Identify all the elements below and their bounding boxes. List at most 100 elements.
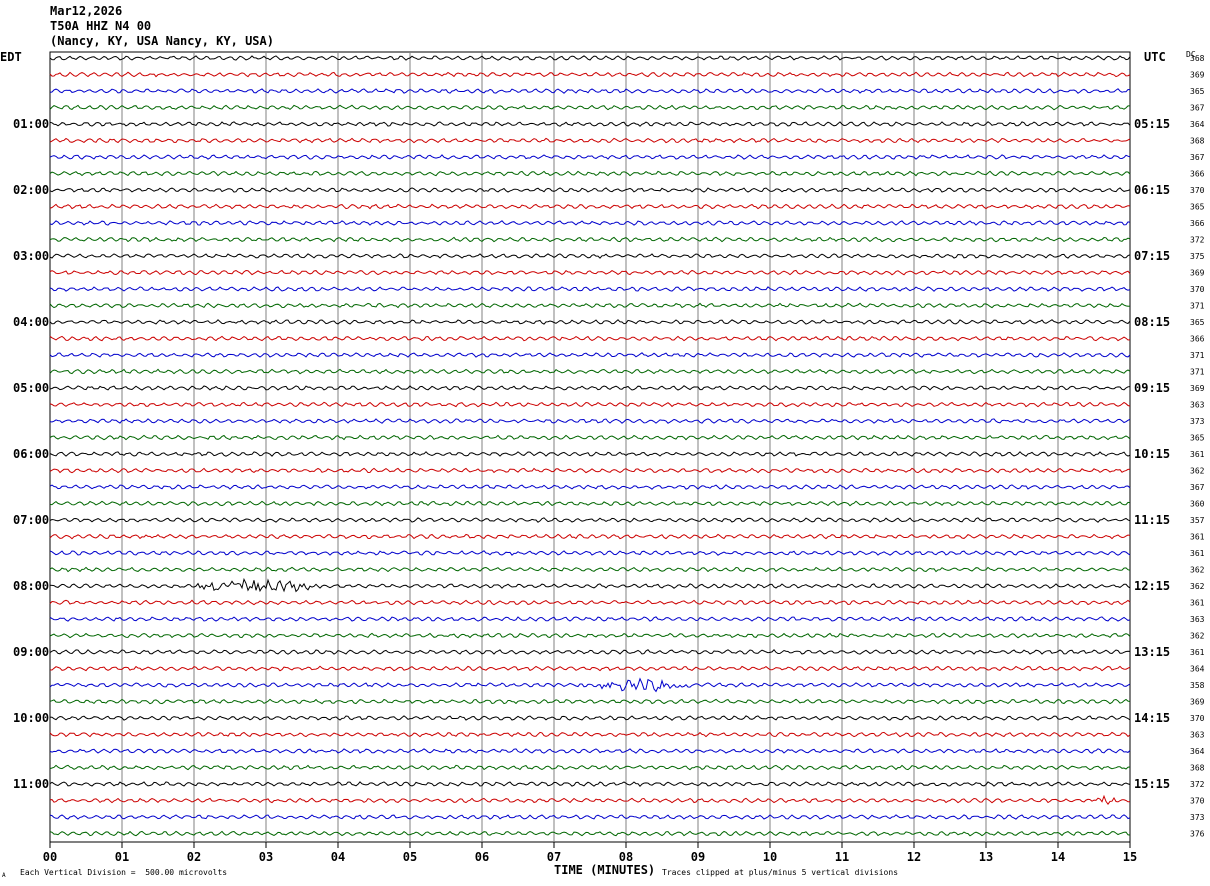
right-hour-label: 05:15: [1134, 117, 1170, 131]
seismic-trace: [49, 253, 1131, 259]
dc-offset-label: 366: [1190, 170, 1205, 179]
seismic-trace: [49, 566, 1131, 573]
header-date: Mar12,2026: [50, 4, 123, 18]
left-hour-label: 01:00: [13, 117, 49, 131]
scale-note: Each Vertical Division = 500.00 microvol…: [20, 868, 228, 877]
plot-frame: [49, 51, 1131, 843]
dc-offset-label: 361: [1190, 549, 1205, 558]
seismic-trace: [49, 55, 1131, 61]
seismic-trace: [49, 88, 1131, 94]
x-tick-label: 09: [691, 850, 705, 864]
dc-offset-label: 369: [1190, 269, 1205, 278]
right-hour-label: 10:15: [1134, 447, 1170, 461]
dc-offset-label: 363: [1190, 401, 1205, 410]
dc-offset-label: 372: [1190, 236, 1205, 245]
dc-offset-label: 362: [1190, 632, 1205, 641]
seismic-trace: [49, 533, 1131, 540]
dc-offset-label: 364: [1190, 747, 1205, 756]
seismic-trace: [49, 302, 1131, 309]
x-tick-label: 08: [619, 850, 633, 864]
x-tick-label: 02: [187, 850, 201, 864]
seismic-trace: [49, 830, 1131, 837]
dc-offset-label: 373: [1190, 417, 1205, 426]
seismic-trace: [49, 748, 1131, 754]
x-tick-label: 15: [1123, 850, 1137, 864]
header-station: T50A HHZ N4 00: [50, 19, 152, 33]
left-timezone-label: EDT: [0, 50, 22, 64]
seismic-trace: [49, 319, 1131, 325]
dc-offset-label: 358: [1190, 681, 1205, 690]
seismic-trace: [49, 731, 1131, 738]
seismic-trace: [49, 269, 1131, 276]
plot-header: Mar12,2026 T50A HHZ N4 00 (Nancy, KY, US…: [50, 4, 274, 49]
x-tick-label: 13: [979, 850, 993, 864]
left-hour-label: 08:00: [13, 579, 49, 593]
seismic-trace: [49, 187, 1131, 193]
dc-offset-label: 375: [1190, 252, 1205, 261]
x-tick-label: 06: [475, 850, 489, 864]
seismic-trace: [49, 781, 1131, 787]
dc-offset-label: 373: [1190, 813, 1205, 822]
dc-offset-label: 368: [1190, 764, 1205, 773]
dc-offset-label: 365: [1190, 87, 1205, 96]
left-hour-label: 03:00: [13, 249, 49, 263]
right-hour-label: 14:15: [1134, 711, 1170, 725]
header-location: (Nancy, KY, USA Nancy, KY, USA): [50, 34, 274, 48]
dc-offset-label: 361: [1190, 599, 1205, 608]
dc-offset-label: 368: [1190, 54, 1205, 63]
x-tick-label: 01: [115, 850, 129, 864]
axis-labels: 00 01 02 03 04 05 06 07 08 09 10 11 12 13 14 15 368 369 36…: [13, 54, 1205, 864]
seismic-trace: [49, 401, 1131, 408]
x-tick-label: 14: [1051, 850, 1065, 864]
dc-offset-label: 370: [1190, 797, 1205, 806]
dc-offset-label: 367: [1190, 483, 1205, 492]
seismic-trace: [49, 154, 1131, 160]
left-hour-label: 05:00: [13, 381, 49, 395]
dc-offset-label: 361: [1190, 450, 1205, 459]
right-hour-label: 13:15: [1134, 645, 1170, 659]
left-hour-label: 09:00: [13, 645, 49, 659]
seismic-trace: [49, 649, 1131, 655]
left-hour-label: 06:00: [13, 447, 49, 461]
seismic-trace: [49, 451, 1131, 457]
dc-offset-label: 363: [1190, 731, 1205, 740]
dc-offset-label: 362: [1190, 467, 1205, 476]
x-tick-label: 00: [43, 850, 57, 864]
seismic-trace: [49, 715, 1131, 721]
dc-offset-label: 360: [1190, 500, 1205, 509]
seismic-trace: [49, 335, 1131, 342]
dc-offset-label: 371: [1190, 302, 1205, 311]
seismic-trace: [49, 484, 1131, 490]
left-hour-label: 07:00: [13, 513, 49, 527]
dc-offset-label: 370: [1190, 714, 1205, 723]
seismic-trace: [49, 764, 1131, 771]
dc-offset-label: 366: [1190, 219, 1205, 228]
x-tick-label: 03: [259, 850, 273, 864]
right-hour-label: 08:15: [1134, 315, 1170, 329]
corner-mark: A: [2, 872, 6, 879]
grid: [49, 51, 1131, 848]
seismic-trace: [49, 665, 1131, 672]
x-tick-label: 04: [331, 850, 345, 864]
left-hour-label: 11:00: [13, 777, 49, 791]
right-hour-label: 12:15: [1134, 579, 1170, 593]
right-hour-label: 06:15: [1134, 183, 1170, 197]
seismic-trace: [49, 517, 1131, 523]
seismic-trace: [49, 418, 1131, 424]
dc-header-label: DC: [1186, 50, 1196, 59]
dc-offset-label: 371: [1190, 368, 1205, 377]
dc-offset-label: 365: [1190, 434, 1205, 443]
dc-offset-label: 364: [1190, 120, 1205, 129]
left-hour-label: 04:00: [13, 315, 49, 329]
dc-offset-label: 370: [1190, 186, 1205, 195]
dc-offset-label: 365: [1190, 318, 1205, 327]
seismic-trace: [49, 286, 1131, 292]
dc-offset-label: 362: [1190, 566, 1205, 575]
right-hour-label: 11:15: [1134, 513, 1170, 527]
right-hour-label: 09:15: [1134, 381, 1170, 395]
seismic-trace: [49, 203, 1131, 210]
seismic-trace: [49, 616, 1131, 622]
dc-offset-label: 376: [1190, 830, 1205, 839]
seismic-trace: [49, 170, 1131, 177]
dc-offset-label: 369: [1190, 384, 1205, 393]
